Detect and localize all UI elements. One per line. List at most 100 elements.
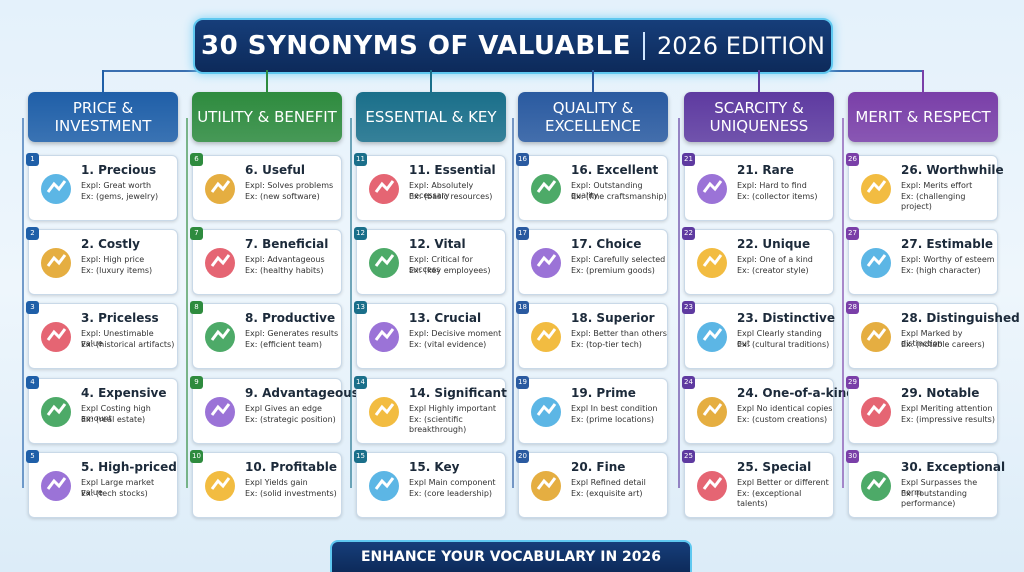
term: 29. Notable [901,386,980,400]
example: Ex: (exceptional talents) [737,489,802,508]
icon-glyph [374,477,395,490]
word-card: 21 21. Rare Expl: Hard to find Ex: (collect… [682,153,834,221]
icon [697,397,727,427]
word-card: 27 27. Estimable Expl: Worthy of esteem Ex:… [846,227,998,295]
term: 1. Precious [81,163,157,177]
term: 5. High-priced [81,460,177,474]
term: 26. Worthwhile [901,163,1004,177]
item-number: 22 [682,227,695,240]
item-number: 10 [190,450,203,463]
word-card: 19 19. Prime Expl In best condition Ex: (pr… [516,376,668,444]
icon [531,322,561,352]
item-number: 14 [354,376,367,389]
icon [205,174,235,204]
icon [205,322,235,352]
word-card: 2 2. Costly Expl: High price Ex: (luxury it… [26,227,178,295]
subtitle: 2026 EDITION [657,32,826,60]
explanation: Expl: Outstanding quality [571,181,643,200]
icon-glyph [536,180,557,193]
item-number: 28 [846,301,859,314]
item-number: 18 [516,301,529,314]
explanation: Expl Clearly standing out [737,329,822,348]
icon-shape [41,322,71,352]
example: Ex: (challenging project) [901,192,966,211]
connector [22,118,24,488]
separator [643,32,645,60]
word-card: 3 3. Priceless Expl: Unestimable value Ex: … [26,301,178,369]
icon-shape [205,174,235,204]
icon-glyph [210,328,231,341]
item-number: 30 [846,450,859,463]
icon-shape [697,397,727,427]
explanation: Expl: Advantageous [245,255,325,264]
word-card: 20 20. Fine Expl Refined detail Ex: (exquis… [516,450,668,518]
icon-glyph [702,477,723,490]
term: 7. Beneficial [245,237,329,251]
term: 17. Choice [571,237,642,251]
item-number: 29 [846,376,859,389]
item-number: 24 [682,376,695,389]
item-number: 12 [354,227,367,240]
icon-glyph [210,403,231,416]
icon [697,471,727,501]
explanation: Expl: Carefully selected [571,255,666,264]
icon-shape [531,248,561,278]
explanation: Expl No identical copies [737,404,833,413]
word-card: 13 13. Crucial Expl: Decisive moment Ex: (v… [354,301,506,369]
explanation: Expl Gives an edge [245,404,322,413]
explanation: Expl Meriting attention [901,404,993,413]
example: Ex: (historical artifacts) [81,340,175,349]
icon-glyph [210,180,231,193]
icon-glyph [46,254,67,267]
icon-glyph [536,403,557,416]
word-card: 4 4. Expensive Expl Costing high amount Ex:… [26,376,178,444]
icon-glyph [866,180,887,193]
example: Ex: (basic resources) [409,192,493,201]
icon-shape [205,397,235,427]
icon-shape [531,322,561,352]
icon-shape [369,248,399,278]
example: Ex: (vital evidence) [409,340,487,349]
item-number: 8 [190,301,203,314]
title: 30 SYNONYMS OF VALUABLE [200,31,631,61]
example: Ex: (tech stocks) [81,489,148,498]
connector [512,118,514,488]
example: Ex: (impressive results) [901,415,995,424]
example: Ex: (scientific breakthrough) [409,415,467,434]
explanation: Expl Marked by distinction [901,329,963,348]
icon-glyph [46,180,67,193]
item-number: 1 [26,153,39,166]
item-number: 7 [190,227,203,240]
explanation: Expl Highly important [409,404,497,413]
connector [430,70,432,92]
icon [369,174,399,204]
explanation: Expl Main component [409,478,496,487]
item-number: 9 [190,376,203,389]
example: Ex: (gems, jewelry) [81,192,159,201]
connector [266,70,268,92]
icon-glyph [866,403,887,416]
explanation: Expl Costing high amount [81,404,151,423]
term: 23. Distinctive [737,311,835,325]
icon-shape [41,471,71,501]
term: 18. Superior [571,311,655,325]
example: Ex: (fine craftsmanship) [571,192,667,201]
explanation: Expl: Hard to find [737,181,807,190]
example: Ex: (core leadership) [409,489,493,498]
word-card: 7 7. Beneficial Expl: Advantageous Ex: (hea… [190,227,342,295]
word-card: 25 25. Special Expl Better or different Ex:… [682,450,834,518]
example: Ex: (collector items) [737,192,818,201]
icon-shape [861,322,891,352]
icon-shape [531,471,561,501]
icon-shape [531,397,561,427]
item-number: 23 [682,301,695,314]
icon [41,397,71,427]
title-box: 30 SYNONYMS OF VALUABLE 2026 EDITION [193,18,833,74]
explanation: Expl Better or different [737,478,829,487]
term: 19. Prime [571,386,636,400]
icon-glyph [702,403,723,416]
word-card: 5 5. High-priced Expl Large market value Ex… [26,450,178,518]
example: Ex: (exquisite art) [571,489,643,498]
term: 12. Vital [409,237,466,251]
icon-shape [369,397,399,427]
